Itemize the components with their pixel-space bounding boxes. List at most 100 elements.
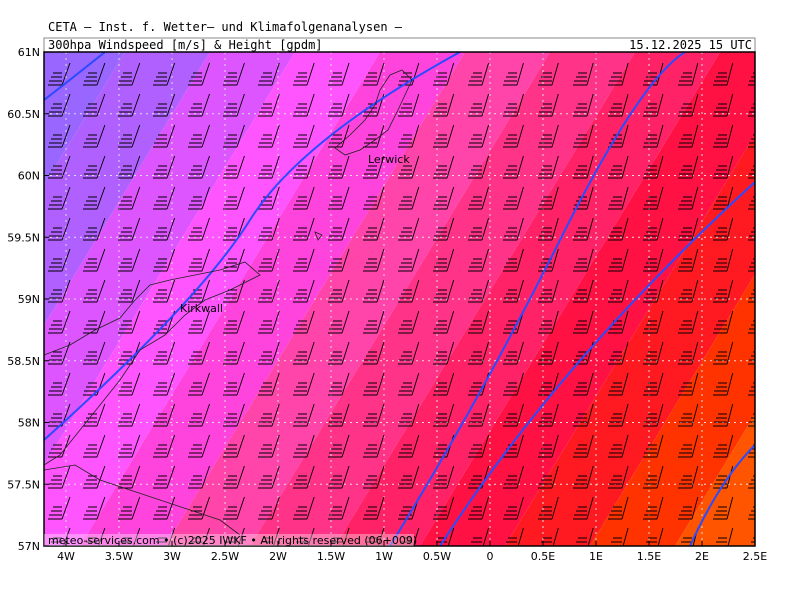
- wind-barb: [293, 155, 315, 179]
- wind-barb: [713, 248, 734, 272]
- wind-barb: [398, 248, 420, 272]
- wind-barb: [223, 341, 245, 365]
- wind-barb: [328, 372, 350, 396]
- wind-barb: [643, 155, 664, 179]
- wind-barb: [153, 186, 176, 210]
- wind-barb: [188, 403, 210, 427]
- wind-barb: [503, 496, 524, 520]
- wind-barb: [154, 527, 176, 546]
- wind-barb: [83, 124, 106, 148]
- wind-barb: [118, 403, 141, 427]
- wind-barb: [643, 372, 664, 396]
- wind-barb: [503, 186, 524, 210]
- lat-label: 58.5N: [7, 355, 40, 368]
- wind-barb: [503, 279, 524, 303]
- wind-barb: [433, 248, 455, 272]
- wind-barb: [398, 341, 420, 365]
- wind-barb: [398, 186, 420, 210]
- wind-barb: [433, 217, 455, 241]
- wind-barb: [399, 527, 420, 546]
- wind-barb: [258, 248, 280, 272]
- wind-barb: [538, 465, 559, 489]
- wind-barb: [188, 186, 210, 210]
- lat-label: 57.5N: [7, 478, 40, 491]
- wind-barb: [83, 248, 106, 272]
- wind-barb: [538, 93, 559, 117]
- wind-barb: [364, 527, 385, 546]
- lat-label: 60N: [18, 170, 40, 183]
- wind-barb: [363, 62, 385, 86]
- lat-label: 60.5N: [7, 108, 40, 121]
- wind-barb: [153, 434, 176, 458]
- wind-barb: [573, 155, 594, 179]
- wind-barb: [503, 93, 524, 117]
- wind-barb: [573, 62, 594, 86]
- wind-barb: [538, 124, 559, 148]
- wind-barb: [468, 155, 489, 179]
- wind-barb: [538, 217, 559, 241]
- wind-barb: [608, 217, 629, 241]
- wind-barb: [713, 124, 734, 148]
- wind-barb: [643, 124, 664, 148]
- wind-barb: [503, 310, 524, 334]
- wind-barb: [643, 496, 664, 520]
- wind-barb: [468, 62, 489, 86]
- wind-barb: [83, 465, 106, 489]
- wind-barb: [643, 279, 664, 303]
- wind-barb: [223, 434, 245, 458]
- wind-barb: [503, 465, 524, 489]
- wind-barb: [398, 93, 420, 117]
- wind-barb: [258, 93, 280, 117]
- wind-barb: [293, 434, 315, 458]
- wind-barb: [48, 279, 71, 303]
- wind-barb: [608, 93, 629, 117]
- wind-barb: [328, 434, 350, 458]
- wind-barb: [328, 310, 350, 334]
- wind-barb: [468, 403, 489, 427]
- wind-barb: [188, 93, 210, 117]
- wind-barb: [609, 527, 629, 546]
- wind-barb: [258, 465, 280, 489]
- wind-barb: [329, 527, 350, 546]
- wind-barb: [223, 310, 245, 334]
- wind-barb: [468, 124, 489, 148]
- wind-barb: [259, 527, 280, 546]
- wind-barb: [48, 403, 71, 427]
- wind-barb: [293, 279, 315, 303]
- wind-barb: [153, 279, 176, 303]
- wind-barb: [538, 496, 559, 520]
- wind-barb: [468, 186, 489, 210]
- wind-barb: [223, 279, 245, 303]
- wind-barb: [293, 62, 315, 86]
- wind-barb: [328, 124, 350, 148]
- speed-band: [335, 52, 720, 546]
- wind-barb: [468, 465, 489, 489]
- wind-barb: [503, 124, 524, 148]
- wind-barb: [469, 527, 489, 546]
- wind-barb: [223, 93, 245, 117]
- wind-barb: [678, 186, 699, 210]
- wind-barb: [153, 155, 176, 179]
- wind-barb: [608, 434, 629, 458]
- lon-label: 4W: [57, 550, 75, 563]
- wind-barb: [188, 248, 210, 272]
- wind-barb: [398, 496, 420, 520]
- wind-barb: [153, 496, 176, 520]
- wind-barb: [433, 93, 455, 117]
- lat-label: 59N: [18, 293, 40, 306]
- wind-barb: [538, 341, 559, 365]
- wind-barb: [713, 496, 734, 520]
- wind-barb: [644, 527, 664, 546]
- wind-barb: [363, 465, 385, 489]
- wind-barb: [153, 465, 176, 489]
- wind-barb: [363, 403, 385, 427]
- wind-barb: [503, 403, 524, 427]
- wind-barb: [328, 403, 350, 427]
- wind-barb: [433, 372, 455, 396]
- wind-barb: [188, 279, 210, 303]
- wind-barb: [398, 403, 420, 427]
- coastlines: [44, 69, 413, 536]
- wind-barb: [258, 434, 280, 458]
- wind-barb: [328, 248, 350, 272]
